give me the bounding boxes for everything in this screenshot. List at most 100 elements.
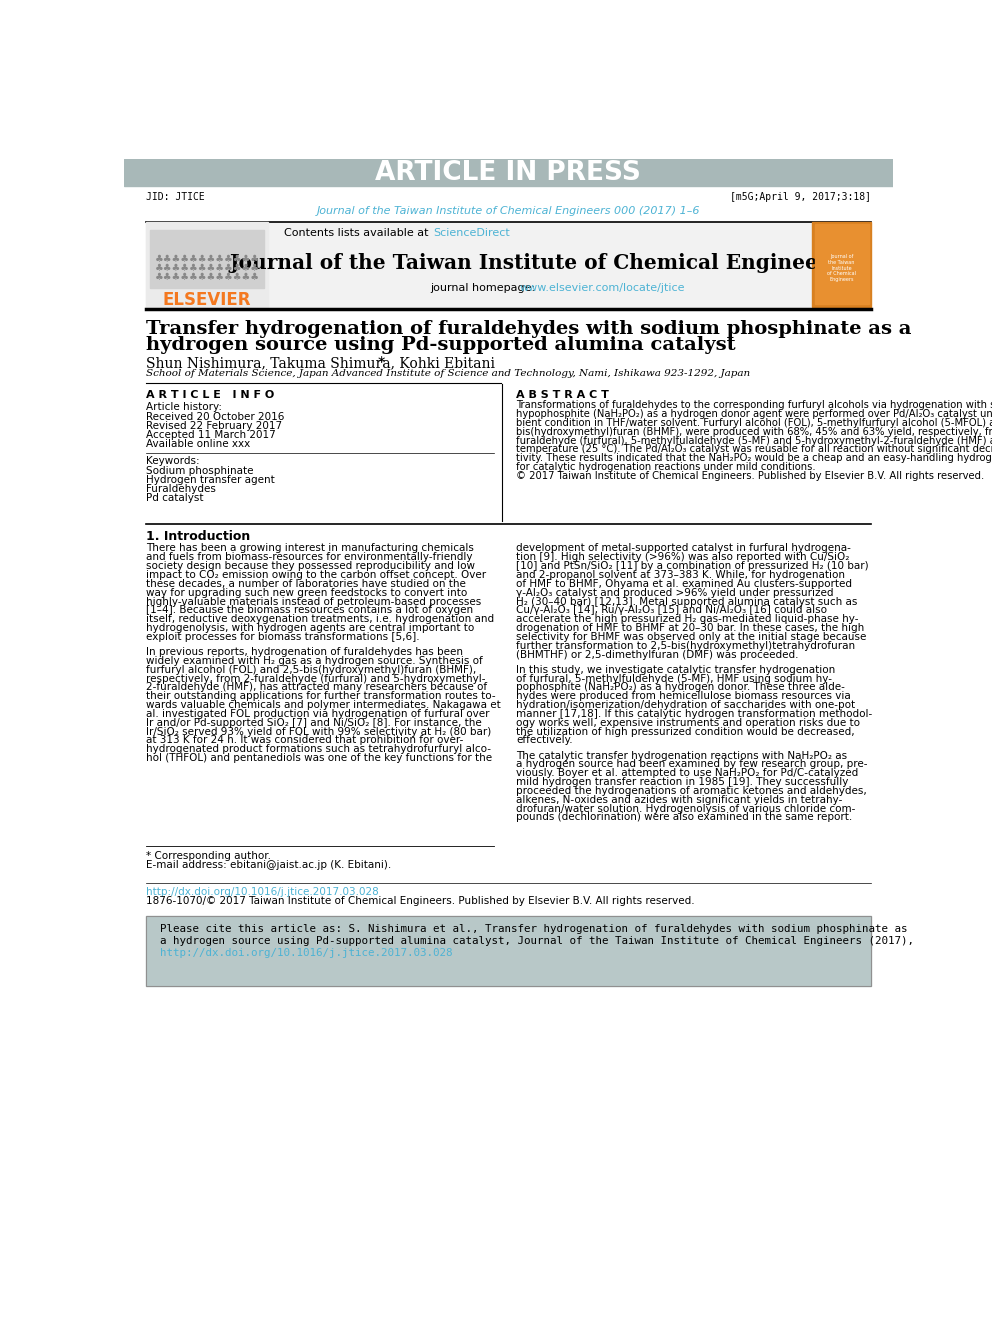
Bar <box>146 917 871 986</box>
Text: JID: JTICE: JID: JTICE <box>146 192 204 202</box>
Text: the utilization of high pressurized condition would be decreased,: the utilization of high pressurized cond… <box>516 726 855 737</box>
Text: Available online xxx: Available online xxx <box>146 439 250 450</box>
Text: Journal of
the Taiwan
Institute
of Chemical
Engineers: Journal of the Taiwan Institute of Chemi… <box>827 254 856 282</box>
Text: hydration/isomerization/dehydration of saccharides with one-pot: hydration/isomerization/dehydration of s… <box>516 700 855 710</box>
Text: accelerate the high pressurized H₂ gas-mediated liquid-phase hy-: accelerate the high pressurized H₂ gas-m… <box>516 614 859 624</box>
Text: Accepted 11 March 2017: Accepted 11 March 2017 <box>146 430 276 441</box>
Text: mild hydrogen transfer reaction in 1985 [19]. They successfully: mild hydrogen transfer reaction in 1985 … <box>516 777 848 787</box>
Text: al. investigated FOL production via hydrogenation of furfural over: al. investigated FOL production via hydr… <box>146 709 489 718</box>
Text: tion [9]. High selectivity (>96%) was also reported with Cu/SiO₂: tion [9]. High selectivity (>96%) was al… <box>516 552 849 562</box>
Text: selectivity for BHMF was observed only at the initial stage because: selectivity for BHMF was observed only a… <box>516 632 867 642</box>
Text: A B S T R A C T: A B S T R A C T <box>516 390 609 400</box>
Bar <box>124 159 893 187</box>
Text: furaldehyde (furfural), 5-methylfulaldehyde (5-MF) and 5-hydroxymethyl-2-furalde: furaldehyde (furfural), 5-methylfulaldeh… <box>516 435 992 446</box>
Text: 2-furaldehyde (HMF), has attracted many researchers because of: 2-furaldehyde (HMF), has attracted many … <box>146 683 487 692</box>
Text: ELSEVIER: ELSEVIER <box>163 291 251 310</box>
Text: A R T I C L E   I N F O: A R T I C L E I N F O <box>146 390 274 400</box>
Text: for catalytic hydrogenation reactions under mild conditions.: for catalytic hydrogenation reactions un… <box>516 462 815 472</box>
Text: www.elsevier.com/locate/jtice: www.elsevier.com/locate/jtice <box>519 283 684 294</box>
Text: ♣♣♣♣♣♣♣♣♣♣♣♣: ♣♣♣♣♣♣♣♣♣♣♣♣ <box>155 273 260 282</box>
Text: γ-Al₂O₃ catalyst and produced >96% yield under pressurized: γ-Al₂O₃ catalyst and produced >96% yield… <box>516 587 833 598</box>
Text: (BHMTHF) or 2,5-dimethylfuran (DMF) was proceeded.: (BHMTHF) or 2,5-dimethylfuran (DMF) was … <box>516 650 799 660</box>
Text: hol (THFOL) and pentanediols was one of the key functions for the: hol (THFOL) and pentanediols was one of … <box>146 753 492 763</box>
Text: furfuryl alcohol (FOL) and 2,5-bis(hydroxymethyl)furan (BHMF),: furfuryl alcohol (FOL) and 2,5-bis(hydro… <box>146 664 476 675</box>
Bar <box>150 230 264 288</box>
Text: Received 20 October 2016: Received 20 October 2016 <box>146 411 284 422</box>
Text: Keywords:: Keywords: <box>146 456 199 467</box>
Text: drogenation of HMF to BHMF at 20–30 bar. In these cases, the high: drogenation of HMF to BHMF at 20–30 bar.… <box>516 623 864 634</box>
Text: http://dx.doi.org/10.1016/j.jtice.2017.03.028: http://dx.doi.org/10.1016/j.jtice.2017.0… <box>146 886 379 897</box>
Text: Article history:: Article history: <box>146 402 221 413</box>
Bar <box>146 222 812 307</box>
Text: highly-valuable materials instead of petroleum-based processes: highly-valuable materials instead of pet… <box>146 597 481 606</box>
Text: Ir and/or Pd-supported SiO₂ [7] and Ni/SiO₂ [8]. For instance, the: Ir and/or Pd-supported SiO₂ [7] and Ni/S… <box>146 718 481 728</box>
Text: Pd catalyst: Pd catalyst <box>146 493 203 503</box>
Text: tivity. These results indicated that the NaH₂PO₂ would be a cheap and an easy-ha: tivity. These results indicated that the… <box>516 454 992 463</box>
Bar <box>146 917 871 986</box>
Text: temperature (25 °C). The Pd/Al₂O₃ catalyst was reusable for all reaction without: temperature (25 °C). The Pd/Al₂O₃ cataly… <box>516 445 992 454</box>
Text: and 2-propanol solvent at 373–383 K. While, for hydrogenation: and 2-propanol solvent at 373–383 K. Whi… <box>516 570 845 579</box>
Text: drofuran/water solution. Hydrogenolysis of various chloride com-: drofuran/water solution. Hydrogenolysis … <box>516 803 855 814</box>
Text: respectively, from 2-furaldehyde (furfural) and 5-hydroxymethyl-: respectively, from 2-furaldehyde (furfur… <box>146 673 485 684</box>
Text: exploit processes for biomass transformations [5,6].: exploit processes for biomass transforma… <box>146 632 420 642</box>
Text: 1876-1070/© 2017 Taiwan Institute of Chemical Engineers. Published by Elsevier B: 1876-1070/© 2017 Taiwan Institute of Che… <box>146 896 694 906</box>
Text: impact to CO₂ emission owing to the carbon offset concept. Over: impact to CO₂ emission owing to the carb… <box>146 570 486 579</box>
Bar <box>814 224 869 304</box>
Text: hydes were produced from hemicellulose biomass resources via: hydes were produced from hemicellulose b… <box>516 691 851 701</box>
Text: bient condition in THF/water solvent. Furfuryl alcohol (FOL), 5-methylfurfuryl a: bient condition in THF/water solvent. Fu… <box>516 418 992 427</box>
Text: ♣♣♣♣♣♣♣♣♣♣♣♣: ♣♣♣♣♣♣♣♣♣♣♣♣ <box>155 254 260 263</box>
Text: In this study, we investigate catalytic transfer hydrogenation: In this study, we investigate catalytic … <box>516 664 835 675</box>
Text: Cu/γ-Al₂O₃ [14], Ru/γ-Al₂O₃ [15] and Ni/Al₂O₃ [16] could also: Cu/γ-Al₂O₃ [14], Ru/γ-Al₂O₃ [15] and Ni/… <box>516 606 827 615</box>
Text: wards valuable chemicals and polymer intermediates. Nakagawa et: wards valuable chemicals and polymer int… <box>146 700 500 710</box>
Text: There has been a growing interest in manufacturing chemicals: There has been a growing interest in man… <box>146 544 473 553</box>
Text: [1–4]. Because the biomass resources contains a lot of oxygen: [1–4]. Because the biomass resources con… <box>146 606 473 615</box>
Text: pounds (dechlorination) were also examined in the same report.: pounds (dechlorination) were also examin… <box>516 812 852 823</box>
Text: way for upgrading such new green feedstocks to convert into: way for upgrading such new green feedsto… <box>146 587 467 598</box>
Text: their outstanding applications for further transformation routes to-: their outstanding applications for furth… <box>146 691 495 701</box>
Text: viously. Boyer et al. attempted to use NaH₂PO₂ for Pd/C-catalyzed: viously. Boyer et al. attempted to use N… <box>516 769 858 778</box>
Text: society design because they possessed reproducibility and low: society design because they possessed re… <box>146 561 475 572</box>
Text: and fuels from biomass-resources for environmentally-friendly: and fuels from biomass-resources for env… <box>146 552 472 562</box>
Text: effectively.: effectively. <box>516 736 572 745</box>
Text: manner [17,18]. If this catalytic hydrogen transformation methodol-: manner [17,18]. If this catalytic hydrog… <box>516 709 872 718</box>
Text: hydrogenolysis, with hydrogen agents are central important to: hydrogenolysis, with hydrogen agents are… <box>146 623 474 634</box>
Text: alkenes, N-oxides and azides with significant yields in tetrahy-: alkenes, N-oxides and azides with signif… <box>516 795 842 804</box>
Text: bis(hydroxymethyl)furan (BHMF), were produced with 68%, 45% and 63% yield, respe: bis(hydroxymethyl)furan (BHMF), were pro… <box>516 427 992 437</box>
Text: Contents lists available at: Contents lists available at <box>285 229 433 238</box>
Text: Journal of the Taiwan Institute of Chemical Engineers 000 (2017) 1–6: Journal of the Taiwan Institute of Chemi… <box>316 206 700 216</box>
Text: ScienceDirect: ScienceDirect <box>434 229 510 238</box>
Text: of HMF to BHMF, Ohyama et al. examined Au clusters-supported: of HMF to BHMF, Ohyama et al. examined A… <box>516 578 852 589</box>
Text: journal homepage:: journal homepage: <box>431 283 539 294</box>
Text: pophosphite (NaH₂PO₂) as a hydrogen donor. These three alde-: pophosphite (NaH₂PO₂) as a hydrogen dono… <box>516 683 845 692</box>
Text: Sodium phosphinate: Sodium phosphinate <box>146 466 253 475</box>
Text: ♣♣♣♣♣♣♣♣♣♣♣♣: ♣♣♣♣♣♣♣♣♣♣♣♣ <box>155 263 260 273</box>
Text: a hydrogen source using Pd-supported alumina catalyst, Journal of the Taiwan Ins: a hydrogen source using Pd-supported alu… <box>160 937 914 946</box>
Text: [10] and PtSn/SiO₂ [11] by a combination of pressurized H₂ (10 bar): [10] and PtSn/SiO₂ [11] by a combination… <box>516 561 869 572</box>
Text: Journal of the Taiwan Institute of Chemical Engineers: Journal of the Taiwan Institute of Chemi… <box>229 253 840 273</box>
Text: hypophosphite (NaH₂PO₂) as a hydrogen donor agent were performed over Pd/Al₂O₃ c: hypophosphite (NaH₂PO₂) as a hydrogen do… <box>516 409 992 419</box>
Text: 1. Introduction: 1. Introduction <box>146 529 250 542</box>
Bar <box>146 222 268 307</box>
Text: Revised 22 February 2017: Revised 22 February 2017 <box>146 421 282 431</box>
Text: In previous reports, hydrogenation of furaldehydes has been: In previous reports, hydrogenation of fu… <box>146 647 462 658</box>
Text: The catalytic transfer hydrogenation reactions with NaH₂PO₂ as: The catalytic transfer hydrogenation rea… <box>516 750 847 761</box>
Text: H₂ (30–40 bar) [12,13]. Metal supported alumina catalyst such as: H₂ (30–40 bar) [12,13]. Metal supported … <box>516 597 857 606</box>
Text: Furaldehydes: Furaldehydes <box>146 484 215 493</box>
Text: proceeded the hydrogenations of aromatic ketones and aldehydes,: proceeded the hydrogenations of aromatic… <box>516 786 867 796</box>
Text: Ir/SiO₂ served 93% yield of FOL with 99% selectivity at H₂ (80 bar): Ir/SiO₂ served 93% yield of FOL with 99%… <box>146 726 491 737</box>
Text: School of Materials Science, Japan Advanced Institute of Science and Technology,: School of Materials Science, Japan Advan… <box>146 369 750 378</box>
Text: E-mail address: ebitani@jaist.ac.jp (K. Ebitani).: E-mail address: ebitani@jaist.ac.jp (K. … <box>146 860 391 869</box>
Text: development of metal-supported catalyst in furfural hydrogena-: development of metal-supported catalyst … <box>516 544 851 553</box>
Text: ∗: ∗ <box>377 355 386 365</box>
Text: further transformation to 2,5-bis(hydroxymethyl)tetrahydrofuran: further transformation to 2,5-bis(hydrox… <box>516 640 855 651</box>
Text: these decades, a number of laboratories have studied on the: these decades, a number of laboratories … <box>146 578 465 589</box>
Text: Please cite this article as: S. Nishimura et al., Transfer hydrogenation of fura: Please cite this article as: S. Nishimur… <box>160 923 907 934</box>
Text: hydrogenated product formations such as tetrahydrofurfuryl alco-: hydrogenated product formations such as … <box>146 745 491 754</box>
Text: at 313 K for 24 h. It was considered that prohibition for over-: at 313 K for 24 h. It was considered tha… <box>146 736 463 745</box>
Text: ogy works well, expensive instruments and operation risks due to: ogy works well, expensive instruments an… <box>516 718 860 728</box>
Text: © 2017 Taiwan Institute of Chemical Engineers. Published by Elsevier B.V. All ri: © 2017 Taiwan Institute of Chemical Engi… <box>516 471 984 482</box>
Text: a hydrogen source had been examined by few research group, pre-: a hydrogen source had been examined by f… <box>516 759 868 770</box>
Text: of furfural, 5-methylfuldehyde (5-MF), HMF using sodium hy-: of furfural, 5-methylfuldehyde (5-MF), H… <box>516 673 832 684</box>
Text: ARTICLE IN PRESS: ARTICLE IN PRESS <box>375 160 642 185</box>
Text: [m5G;April 9, 2017;3:18]: [m5G;April 9, 2017;3:18] <box>730 192 871 202</box>
